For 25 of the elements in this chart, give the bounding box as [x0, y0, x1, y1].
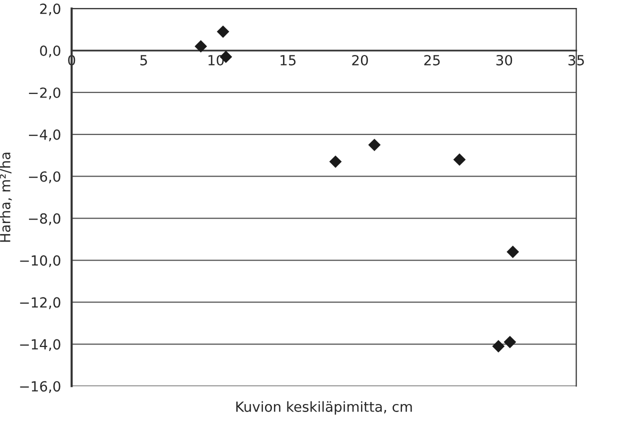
y-tick-label: −14,0: [20, 339, 60, 352]
point: [504, 336, 516, 348]
point: [194, 40, 208, 53]
point: [216, 25, 230, 38]
y-tick-label: −16,0: [20, 381, 60, 393]
point: [368, 138, 381, 152]
x-tick-label: 5: [140, 55, 147, 66]
y-axis-title: Harha, m²/ha: [0, 152, 12, 242]
point: [329, 155, 342, 168]
x-tick-label: 30: [496, 54, 512, 66]
y-tick-label: 0,0: [40, 45, 60, 58]
point: [492, 340, 505, 352]
y-tick-label: −8,0: [28, 213, 60, 226]
point: [506, 246, 520, 258]
x-tick-label: 25: [424, 54, 440, 66]
y-tick-label: −12,0: [20, 297, 60, 310]
y-tick-label: −10,0: [20, 255, 60, 268]
x-axis-title: Kuvion keskiläpimitta, cm: [236, 401, 412, 415]
y-tick-label: 2,0: [40, 4, 60, 16]
x-tick-label: 15: [280, 55, 296, 66]
y-tick-label: −6,0: [28, 171, 60, 184]
point: [453, 153, 466, 166]
x-tick-label: 20: [352, 54, 368, 66]
y-tick-label: −2,0: [28, 87, 60, 100]
y-tick-label: −4,0: [28, 129, 60, 142]
